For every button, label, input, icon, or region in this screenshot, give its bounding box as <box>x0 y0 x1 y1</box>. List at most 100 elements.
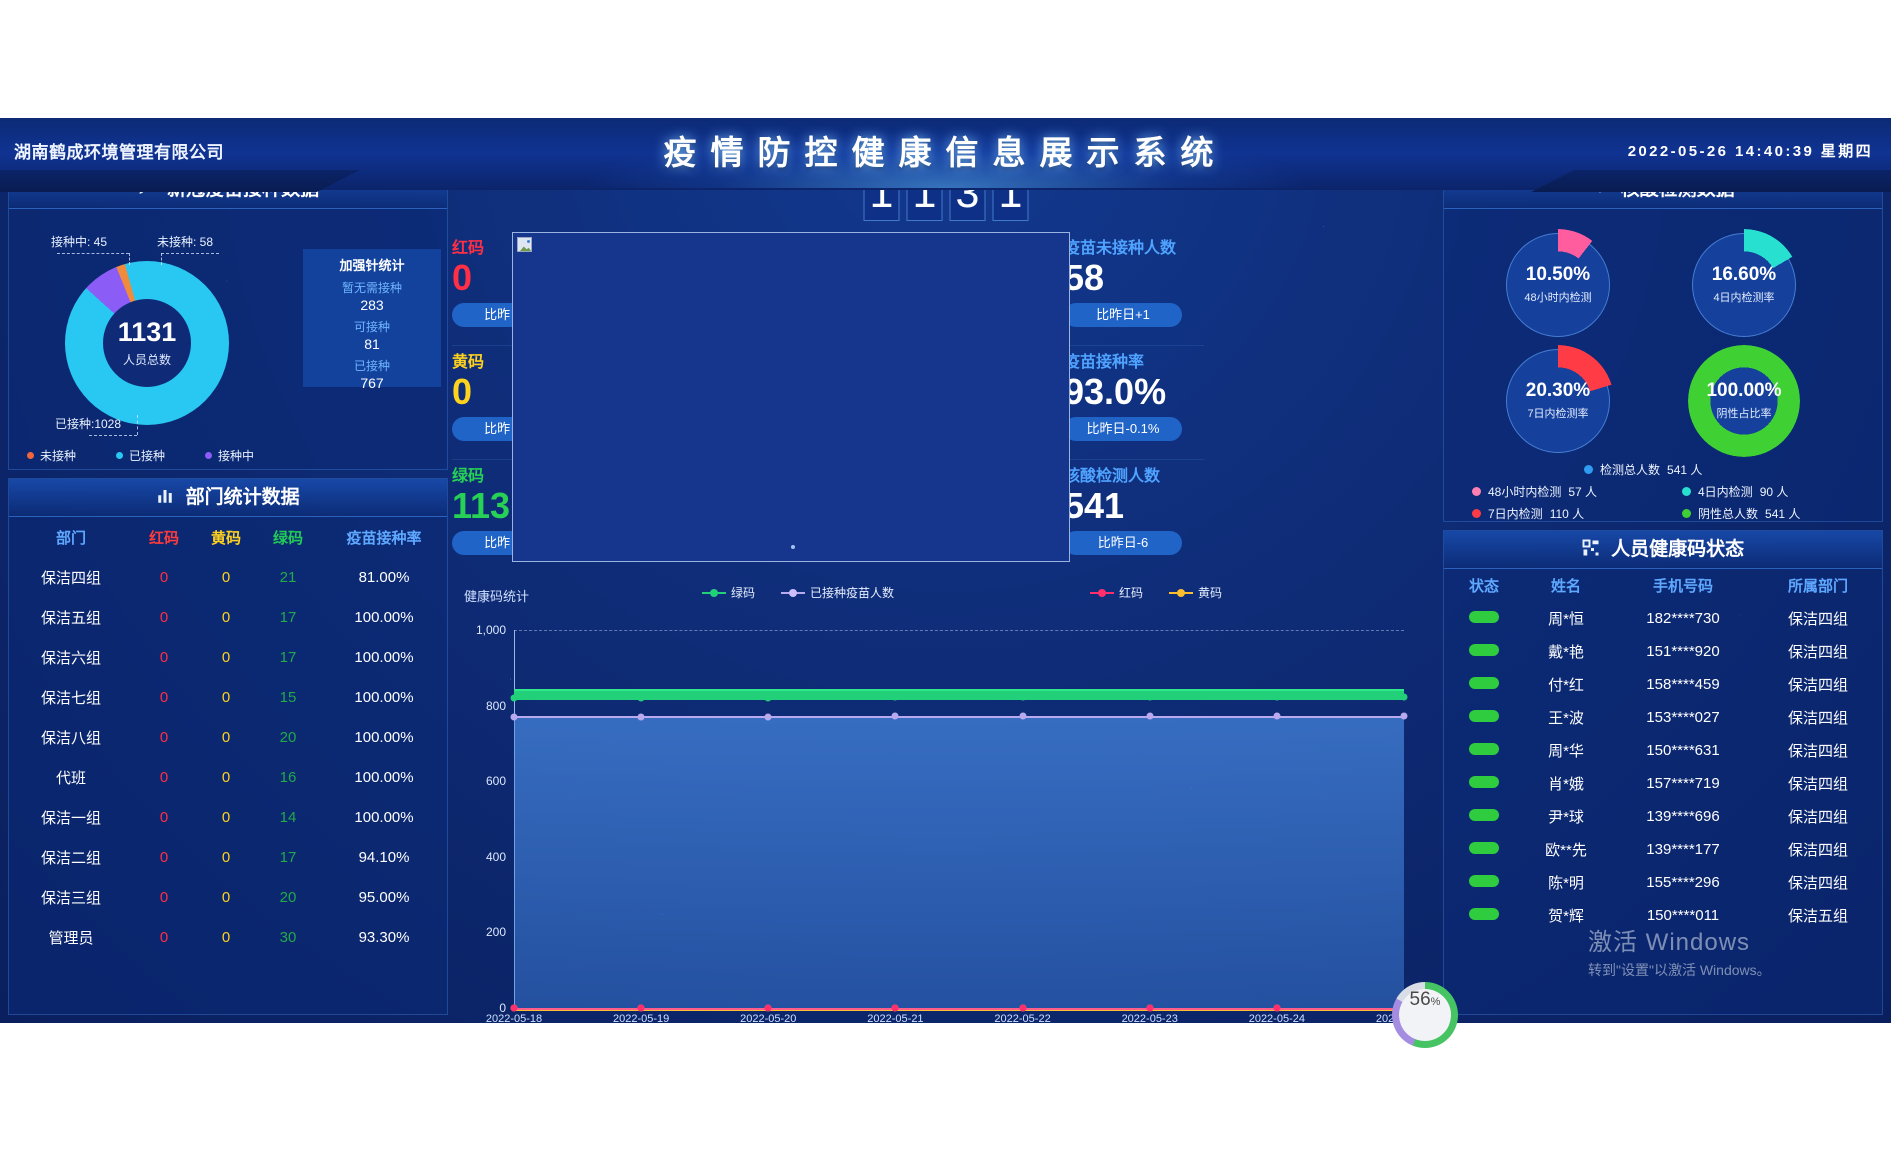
col-header-yellow: 黄码 <box>210 529 241 547</box>
table-row[interactable]: 保洁七组 0 0 15 100.00% <box>9 677 449 717</box>
person-name: 戴*艳 <box>1548 644 1584 661</box>
table-row[interactable]: 代班 0 0 16 100.00% <box>9 757 449 797</box>
table-row[interactable]: 保洁一组 0 0 14 100.00% <box>9 797 449 837</box>
list-item[interactable]: 欧**先 139****177 保洁四组 <box>1444 833 1884 866</box>
table-row[interactable]: 保洁五组 0 0 17 100.00% <box>9 597 449 637</box>
col-header-department: 所属部门 <box>1787 578 1848 595</box>
table-row[interactable]: 保洁三组 0 0 20 95.00% <box>9 877 449 917</box>
legend-item-inprogress: 接种中 <box>205 447 254 464</box>
table-row[interactable]: 保洁四组 0 0 21 81.00% <box>9 557 449 597</box>
chart-data-point[interactable] <box>1146 1004 1154 1012</box>
chart-y-tick-label: 200 <box>485 925 506 940</box>
kpi-yellow-code-value: 0 <box>452 371 473 412</box>
company-name: 湖南鹤成环境管理有限公司 <box>14 143 224 162</box>
chart-data-point[interactable] <box>1273 1004 1281 1012</box>
list-item[interactable]: 周*华 150****631 保洁四组 <box>1444 734 1884 767</box>
chart-data-point[interactable] <box>510 694 518 702</box>
status-badge <box>1444 874 1524 891</box>
chart-data-point[interactable] <box>510 713 518 721</box>
dept-name: 保洁七组 <box>40 689 101 707</box>
person-name: 王*波 <box>1548 710 1584 727</box>
chart-data-point[interactable] <box>510 1004 518 1012</box>
status-badge <box>1444 907 1524 924</box>
list-item[interactable]: 付*红 158****459 保洁四组 <box>1444 668 1884 701</box>
chart-data-point[interactable] <box>1146 712 1154 720</box>
table-row[interactable]: 保洁八组 0 0 20 100.00% <box>9 717 449 757</box>
chart-data-point[interactable] <box>637 713 645 721</box>
gauge-48h-arc <box>1502 229 1614 341</box>
list-item[interactable]: 王*波 153****027 保洁四组 <box>1444 701 1884 734</box>
yellow-code-count: 0 <box>221 768 231 786</box>
list-item[interactable]: 尹*球 139****696 保洁四组 <box>1444 800 1884 833</box>
status-badge <box>1444 808 1524 825</box>
kpi-vaccination-rate-value: 93.0% <box>1064 371 1167 412</box>
green-code-pill <box>1469 908 1499 920</box>
chart-x-tick-label: 2022-05-23 <box>1121 1013 1178 1023</box>
person-name: 肖*娥 <box>1548 776 1584 793</box>
chart-legend-item-yellow[interactable]: 黄码 <box>1169 584 1222 601</box>
booster-label-2: 已接种 <box>353 359 390 373</box>
chart-data-point[interactable] <box>637 694 645 702</box>
phone-number: 139****177 <box>1646 841 1720 858</box>
list-item[interactable]: 肖*娥 157****719 保洁四组 <box>1444 767 1884 800</box>
department-panel-title: 部门统计数据 <box>185 487 300 508</box>
progress-circle-unit: % <box>1430 996 1441 1008</box>
chart-data-point[interactable] <box>764 713 772 721</box>
chart-data-point[interactable] <box>764 694 772 702</box>
yellow-code-count: 0 <box>221 688 231 706</box>
list-item[interactable]: 周*恒 182****730 保洁四组 <box>1444 602 1884 635</box>
department-name: 保洁四组 <box>1787 809 1848 826</box>
gauge-negative-arc <box>1688 345 1800 457</box>
chart-data-point[interactable] <box>1400 693 1408 701</box>
chart-legend-item-red[interactable]: 红码 <box>1090 584 1143 601</box>
green-code-pill <box>1469 710 1499 722</box>
chart-data-point[interactable] <box>764 1004 772 1012</box>
list-item[interactable]: 贺*辉 150****011 保洁五组 <box>1444 899 1884 932</box>
chart-data-point[interactable] <box>1019 693 1027 701</box>
chart-data-point[interactable] <box>1146 693 1154 701</box>
chart-data-point[interactable] <box>891 693 899 701</box>
chart-legend-item-vaccinated[interactable]: 已接种疫苗人数 <box>781 584 894 601</box>
donut-callout-vaccinated: 已接种:1028 <box>55 417 122 431</box>
table-row[interactable]: 保洁六组 0 0 17 100.00% <box>9 637 449 677</box>
chart-legend-label-vaccinated: 已接种疫苗人数 <box>810 586 895 600</box>
gauge-7day: 20.30% 7日内检测率 <box>1502 345 1614 457</box>
chart-x-tick-label: 2022-05-21 <box>867 1013 924 1023</box>
chart-data-point[interactable] <box>1400 712 1408 720</box>
nucleic-legend-dot-total <box>1584 465 1593 474</box>
video-placeholder-frame[interactable] <box>512 232 1070 562</box>
table-row[interactable]: 管理员 0 0 30 93.30% <box>9 917 449 957</box>
chart-series-line-红码 <box>514 1008 1404 1010</box>
broken-image-icon <box>517 237 532 252</box>
dept-name: 保洁八组 <box>40 729 101 747</box>
list-item[interactable]: 陈*明 155****296 保洁四组 <box>1444 866 1884 899</box>
chart-data-point[interactable] <box>1019 712 1027 720</box>
chart-y-tick-label: 1,000 <box>475 623 506 637</box>
nucleic-legend-label-48h: 48小时内检测 <box>1488 485 1562 499</box>
kpi-column-right: 疫苗未接种人数 58 比昨日+1 疫苗接种率 93.0% 比昨日-0.1% 核酸… <box>1064 232 1204 574</box>
progress-circle-widget[interactable]: 56% <box>1392 982 1458 1048</box>
chart-data-point[interactable] <box>891 1004 899 1012</box>
chart-data-point[interactable] <box>637 1004 645 1012</box>
chart-data-point[interactable] <box>1019 1004 1027 1012</box>
dept-name: 保洁二组 <box>40 849 101 867</box>
nucleic-legend-48h: 48小时内检测 57 人 <box>1472 483 1597 500</box>
vaccination-rate: 95.00% <box>358 888 410 906</box>
chart-data-point[interactable] <box>891 712 899 720</box>
table-row[interactable]: 保洁二组 0 0 17 94.10% <box>9 837 449 877</box>
chart-legend-marker-vaccinated <box>781 588 806 597</box>
donut-callout-inprogress: 接种中: 45 <box>51 235 108 249</box>
vaccination-rate: 100.00% <box>354 688 414 706</box>
legend-item-unvaccinated: 未接种 <box>27 447 76 464</box>
chart-legend-item-green[interactable]: 绿码 <box>702 584 755 601</box>
chart-data-point[interactable] <box>1273 712 1281 720</box>
list-item[interactable]: 戴*艳 151****920 保洁四组 <box>1444 635 1884 668</box>
chart-data-point[interactable] <box>1273 693 1281 701</box>
red-code-count: 0 <box>159 928 169 946</box>
kpi-nucleic-count-value: 541 <box>1064 485 1125 526</box>
green-code-count: 20 <box>279 888 297 906</box>
health-code-trend-chart: 健康码统计 绿码 已接种疫苗人数 红码 <box>452 582 1440 1023</box>
nucleic-legend-label-negative: 阴性总人数 <box>1698 507 1759 521</box>
chart-plot-area: 0 200 400 600 800 1,000 2022-05-18 2022-05-19 20… <box>476 623 1432 1023</box>
